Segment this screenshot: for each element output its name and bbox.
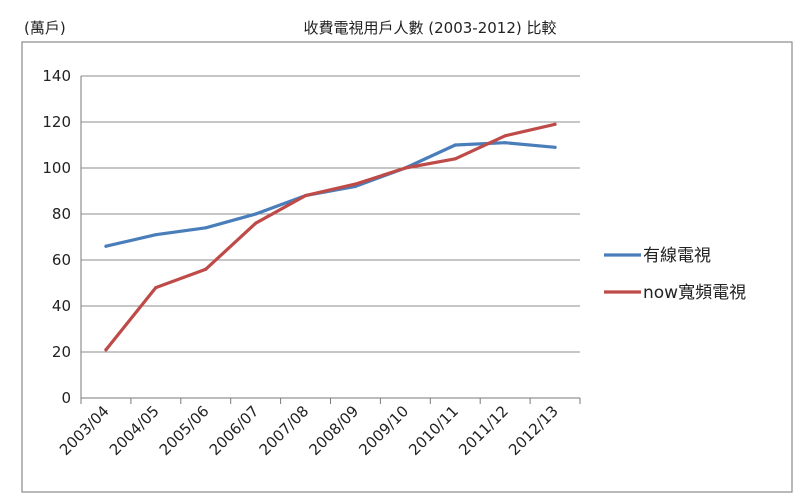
data-point [503, 141, 507, 145]
gridlines [80, 75, 581, 404]
legend: 有線電視 now寬頻電視 [604, 246, 746, 303]
data-point [254, 212, 258, 216]
legend-label: now寬頻電視 [643, 283, 746, 303]
data-point [204, 267, 208, 271]
chart-frame [21, 41, 793, 493]
y-axis-label: (萬戶) [24, 19, 66, 37]
data-point [353, 182, 358, 186]
series-lines [104, 122, 557, 352]
y-tick-labels: 0 20 40 60 80 100 120 140 [42, 67, 71, 407]
data-point [154, 286, 158, 290]
data-point [403, 166, 407, 170]
y-tick-label: 20 [52, 343, 71, 361]
y-tick-label: 120 [42, 113, 71, 131]
data-point [104, 348, 108, 352]
data-point [254, 221, 258, 225]
data-point [204, 226, 208, 230]
y-tick-label: 40 [52, 297, 71, 315]
data-point [503, 134, 507, 138]
data-point [453, 143, 457, 147]
y-tick-label: 140 [42, 67, 71, 85]
y-tick-label: 80 [52, 205, 71, 223]
data-point [553, 122, 557, 126]
y-tick-label: 60 [52, 251, 71, 269]
y-tick-label: 100 [42, 159, 71, 177]
data-point [154, 233, 158, 237]
series-line-1 [104, 122, 557, 352]
data-point [553, 145, 557, 149]
data-point [303, 194, 308, 198]
data-point [104, 244, 108, 248]
data-point [453, 157, 457, 161]
chart-title: 收費電視用戶人數 (2003-2012) 比較 [303, 19, 556, 37]
legend-label: 有線電視 [643, 246, 711, 266]
y-tick-label: 0 [61, 389, 71, 407]
